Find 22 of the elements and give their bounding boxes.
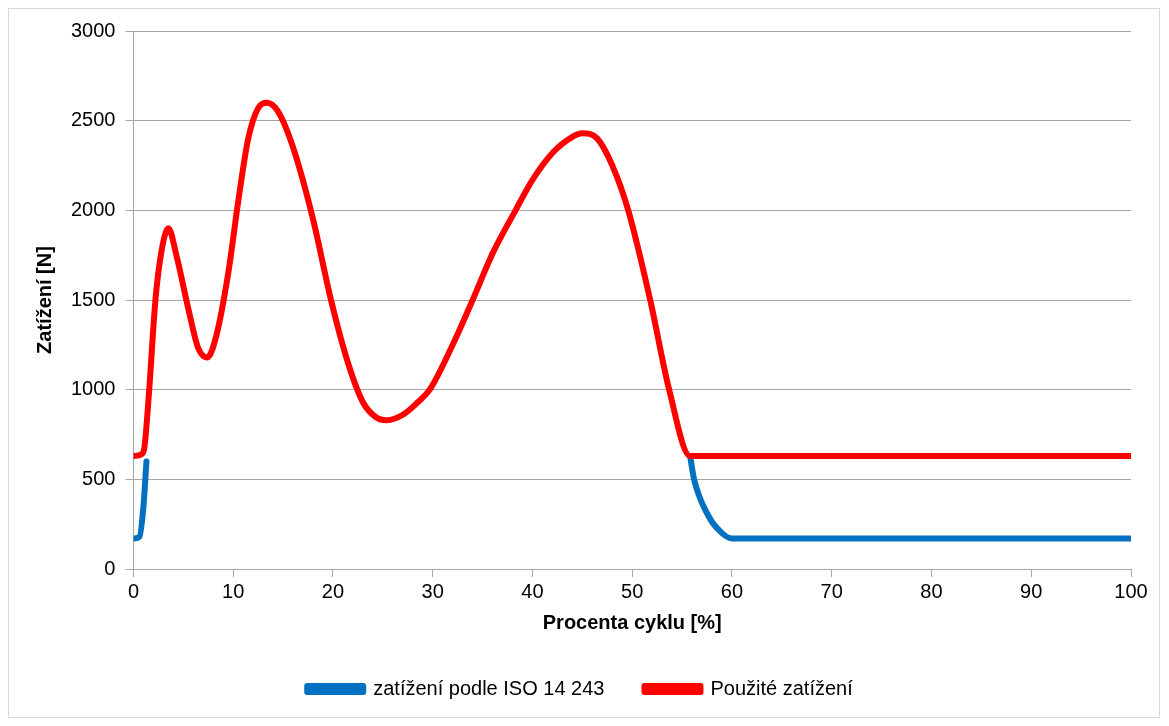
x-tick-label: 40 — [521, 579, 544, 602]
y-tick-label: 2500 — [70, 108, 116, 131]
x-tick-label: 100 — [1114, 579, 1148, 602]
y-axis-title: Zatížení [N] — [32, 246, 55, 354]
x-tick-label: 80 — [920, 579, 943, 602]
x-tick-label: 0 — [127, 579, 140, 602]
x-tick-label: 20 — [321, 579, 345, 602]
legend-label: zatížení podle ISO 14 243 — [373, 676, 605, 699]
y-tick-label: 3000 — [70, 18, 116, 41]
x-axis-title: Procenta cyklu [%] — [542, 610, 722, 633]
y-tick-label: 0 — [104, 556, 116, 579]
y-tick-label: 2000 — [70, 197, 116, 220]
x-tick-label: 60 — [720, 579, 744, 602]
y-tick-label: 1000 — [70, 377, 116, 400]
legend-label: Použité zatížení — [710, 676, 854, 699]
x-tick-label: 50 — [621, 579, 644, 602]
x-tick-label: 70 — [820, 579, 843, 602]
y-tick-label: 1500 — [70, 287, 116, 310]
x-tick-label: 10 — [222, 579, 245, 602]
y-tick-label: 500 — [82, 466, 116, 489]
x-tick-label: 90 — [1020, 579, 1043, 602]
x-tick-label: 30 — [421, 579, 444, 602]
